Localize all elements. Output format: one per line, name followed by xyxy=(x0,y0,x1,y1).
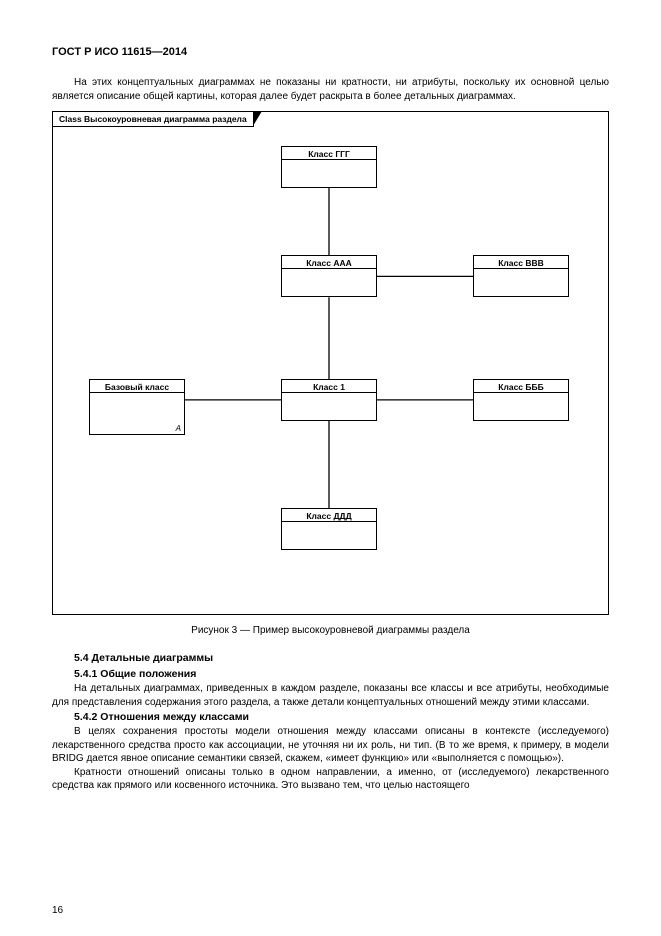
class-node-bbb2: Класс БББ xyxy=(473,379,569,421)
class-node-title: Класс ААА xyxy=(281,255,377,268)
class-node-aaa: Класс ААА xyxy=(281,255,377,297)
class-node-ddd: Класс ДДД xyxy=(281,508,377,550)
figure-caption: Рисунок 3 — Пример высокоуровневой диагр… xyxy=(52,625,609,636)
class-node-title: Класс ДДД xyxy=(281,508,377,521)
class-node-corner: A xyxy=(176,424,181,433)
class-node-title: Класс ВВВ xyxy=(473,255,569,268)
doc-header: ГОСТ Р ИСО 11615—2014 xyxy=(52,46,609,58)
page-number: 16 xyxy=(52,905,63,916)
class-node-title: Класс 1 xyxy=(281,379,377,392)
class-node-ggg: Класс ГГГ xyxy=(281,146,377,188)
diagram-frame: Class Высокоуровневая диаграмма раздела … xyxy=(52,111,609,615)
class-node-body xyxy=(473,392,569,421)
class-node-body xyxy=(281,159,377,188)
class-node-body xyxy=(473,268,569,297)
intro-paragraph: На этих концептуальных диаграммах не пок… xyxy=(52,76,609,103)
para-5-4-1: На детальных диаграммах, приведенных в к… xyxy=(52,682,609,709)
para-5-4-2b: Кратности отношений описаны только в одн… xyxy=(52,766,609,793)
class-node-bbb: Класс ВВВ xyxy=(473,255,569,297)
section-5-4-2: 5.4.2 Отношения между классами xyxy=(52,711,609,723)
class-node-title: Класс БББ xyxy=(473,379,569,392)
section-5-4: 5.4 Детальные диаграммы xyxy=(52,652,609,664)
class-node-body xyxy=(281,392,377,421)
class-node-body xyxy=(281,268,377,297)
class-node-body: A xyxy=(89,392,185,435)
class-node-body xyxy=(281,521,377,550)
para-5-4-2a: В целях сохранения простоты модели отнош… xyxy=(52,725,609,766)
class-node-title: Базовый класс xyxy=(89,379,185,392)
class-node-base: Базовый класс A xyxy=(89,379,185,435)
class-node-one: Класс 1 xyxy=(281,379,377,421)
section-5-4-1: 5.4.1 Общие положения xyxy=(52,668,609,680)
document-page: ГОСТ Р ИСО 11615—2014 На этих концептуал… xyxy=(0,0,661,936)
class-node-title: Класс ГГГ xyxy=(281,146,377,159)
